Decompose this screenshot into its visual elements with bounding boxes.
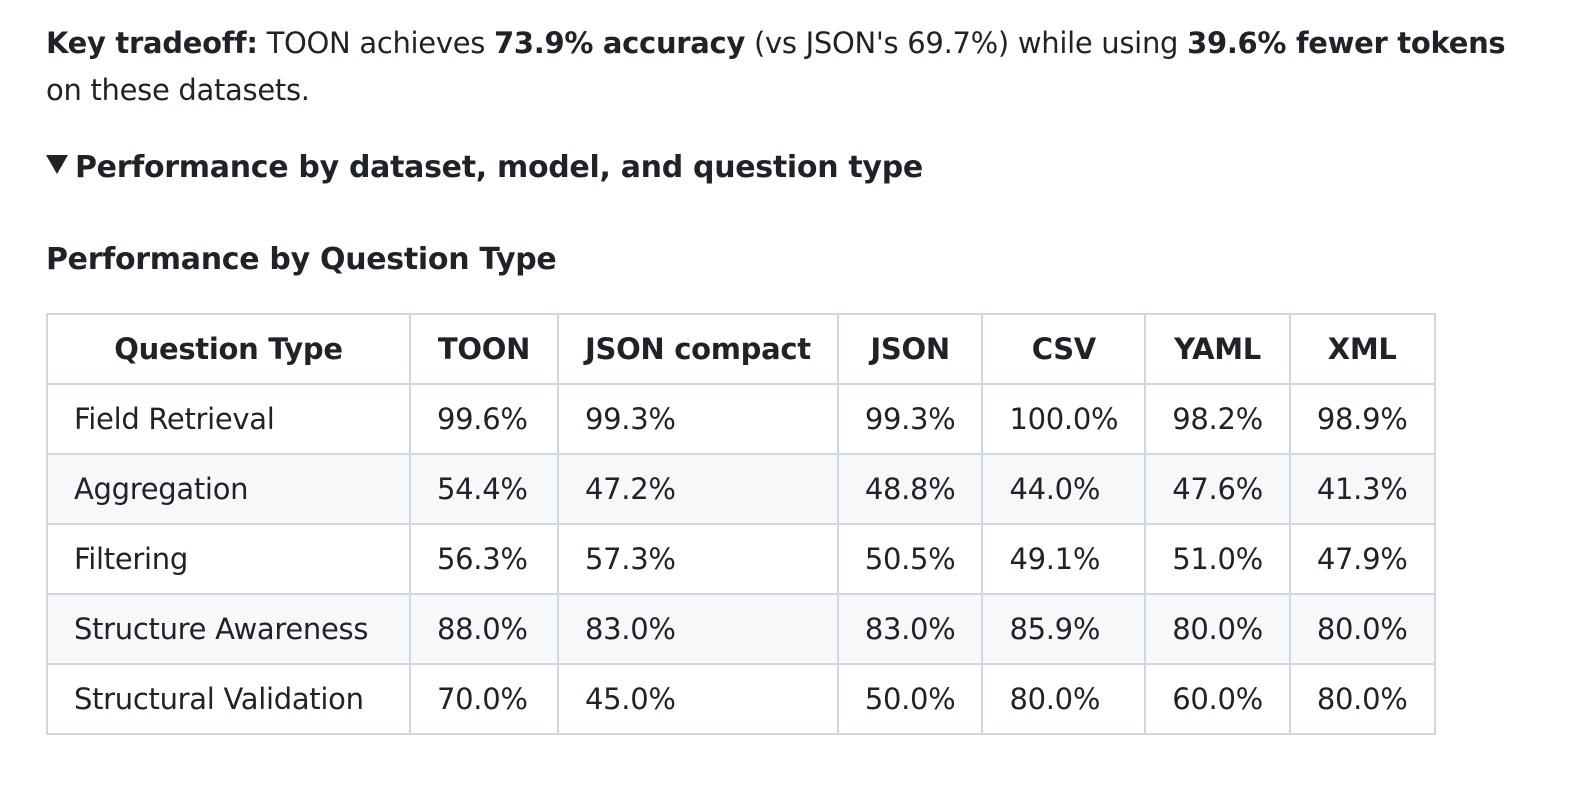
header-json-compact: JSON compact [557, 313, 839, 385]
json-cell: 50.0% [836, 663, 984, 735]
toon-cell: 54.4% [409, 453, 559, 525]
intro-text-1: TOON achieves [257, 26, 494, 60]
intro-text-2: (vs JSON's 69.7%) while using [745, 26, 1188, 60]
table-row: Structural Validation 70.0% 45.0% 50.0% … [46, 663, 1436, 735]
header-question-type: Question Type [46, 313, 411, 385]
csv-cell: 80.0% [981, 663, 1147, 735]
question-type-cell: Structural Validation [46, 663, 411, 735]
json-compact-cell: 45.0% [557, 663, 839, 735]
toon-cell: 99.6% [409, 383, 559, 455]
json-cell: 48.8% [836, 453, 984, 525]
section-heading: Performance by Question Type [46, 242, 557, 277]
header-xml: XML [1288, 313, 1436, 385]
csv-cell: 100.0% [981, 383, 1147, 455]
question-type-cell: Filtering [46, 523, 411, 595]
xml-cell: 80.0% [1288, 593, 1436, 665]
xml-cell: 80.0% [1288, 663, 1436, 735]
table-row: Structure Awareness 88.0% 83.0% 83.0% 85… [46, 593, 1436, 665]
key-tradeoff-paragraph: Key tradeoff: TOON achieves 73.9% accura… [46, 20, 1546, 114]
table-row: Aggregation 54.4% 47.2% 48.8% 44.0% 47.6… [46, 453, 1436, 525]
xml-cell: 98.9% [1288, 383, 1436, 455]
header-yaml: YAML [1144, 313, 1291, 385]
yaml-cell: 98.2% [1144, 383, 1291, 455]
table-row: Field Retrieval 99.6% 99.3% 99.3% 100.0%… [46, 383, 1436, 455]
yaml-cell: 80.0% [1144, 593, 1291, 665]
json-cell: 50.5% [836, 523, 984, 595]
json-cell: 99.3% [836, 383, 984, 455]
header-toon: TOON [409, 313, 559, 385]
yaml-cell: 60.0% [1144, 663, 1291, 735]
token-savings: 39.6% fewer tokens [1187, 26, 1506, 60]
csv-cell: 85.9% [981, 593, 1147, 665]
csv-cell: 49.1% [981, 523, 1147, 595]
json-compact-cell: 57.3% [557, 523, 839, 595]
performance-table: Question Type TOON JSON compact JSON CSV… [46, 313, 1436, 735]
header-json: JSON [836, 313, 984, 385]
yaml-cell: 47.6% [1144, 453, 1291, 525]
details-summary-toggle[interactable]: Performance by dataset, model, and quest… [46, 145, 923, 191]
xml-cell: 41.3% [1288, 453, 1436, 525]
question-type-cell: Structure Awareness [46, 593, 411, 665]
expanded-triangle-icon [46, 155, 68, 174]
toon-accuracy: 73.9% accuracy [493, 26, 746, 60]
json-cell: 83.0% [836, 593, 984, 665]
key-tradeoff-label: Key tradeoff: [46, 26, 258, 60]
xml-cell: 47.9% [1288, 523, 1436, 595]
json-compact-cell: 99.3% [557, 383, 839, 455]
question-type-cell: Field Retrieval [46, 383, 411, 455]
json-compact-cell: 47.2% [557, 453, 839, 525]
yaml-cell: 51.0% [1144, 523, 1291, 595]
table-header-row: Question Type TOON JSON compact JSON CSV… [46, 313, 1436, 385]
csv-cell: 44.0% [981, 453, 1147, 525]
header-csv: CSV [981, 313, 1147, 385]
details-summary-label: Performance by dataset, model, and quest… [75, 150, 923, 185]
toon-cell: 88.0% [409, 593, 559, 665]
table-row: Filtering 56.3% 57.3% 50.5% 49.1% 51.0% … [46, 523, 1436, 595]
json-compact-cell: 83.0% [557, 593, 839, 665]
toon-cell: 70.0% [409, 663, 559, 735]
intro-text-3: on these datasets. [46, 73, 310, 107]
question-type-cell: Aggregation [46, 453, 411, 525]
toon-cell: 56.3% [409, 523, 559, 595]
